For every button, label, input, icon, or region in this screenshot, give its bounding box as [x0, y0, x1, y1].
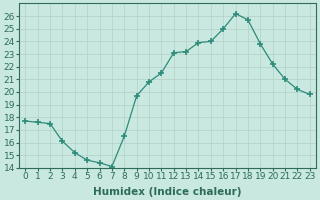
X-axis label: Humidex (Indice chaleur): Humidex (Indice chaleur) — [93, 187, 242, 197]
